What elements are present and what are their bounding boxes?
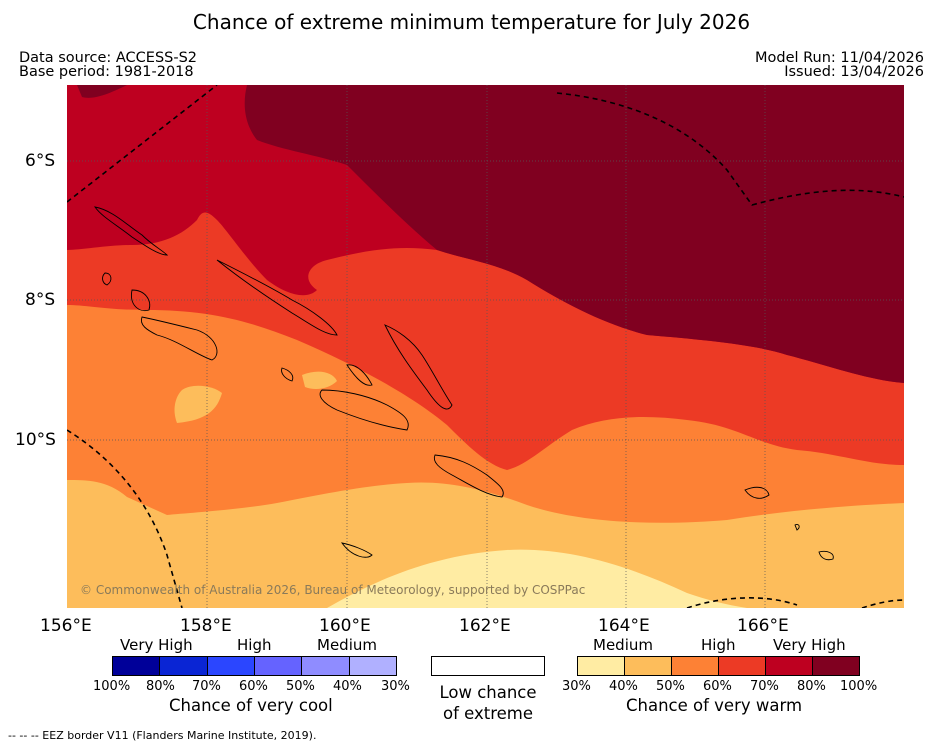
swatch-warm-3 [671, 657, 718, 675]
legend-cool-tick: 100% [93, 679, 131, 694]
legend-warm-category: High [701, 636, 736, 654]
legend-warm-tick: 80% [797, 679, 826, 694]
lon-label: 162°E [459, 616, 511, 636]
model-run: Model Run: 11/04/2026 [754, 50, 924, 66]
legend-neutral-caption-2: of extreme [442, 704, 534, 723]
zone-30-40 [327, 549, 747, 608]
swatch-cool-3 [206, 657, 254, 675]
legend-cool-caption: Chance of very cool [169, 696, 333, 715]
lon-label: 166°E [737, 616, 789, 636]
swatch-cool-6 [348, 657, 396, 675]
legend-cool-colorbar [112, 656, 397, 676]
swatch-warm-4 [718, 657, 765, 675]
issued-date: Issued: 13/04/2026 [784, 64, 924, 80]
data-source: Data source: ACCESS-S2 [19, 50, 198, 66]
zone-small-blob [77, 85, 127, 98]
swatch-cool-4 [253, 657, 302, 675]
zone-medium-patch [174, 385, 222, 423]
lon-label: 160°E [319, 616, 371, 636]
copyright-text: © Commonwealth of Australia 2026, Bureau… [80, 583, 585, 597]
lon-label: 158°E [180, 616, 232, 636]
eez-borders [67, 85, 904, 608]
legend-warm-tick: 60% [703, 679, 732, 694]
legend-cool-category: Medium [317, 636, 377, 654]
lat-label: 10°S [15, 430, 56, 450]
legend-warm-caption: Chance of very warm [626, 696, 803, 715]
swatch-warm-2 [624, 657, 671, 675]
swatch-cool-2 [159, 657, 207, 675]
legend-neutral-swatch [431, 656, 545, 676]
swatch-warm-6 [812, 657, 859, 675]
legend-warm-category: Very High [773, 636, 846, 654]
legend-cool-category: Very High [120, 636, 193, 654]
legend-cool-tick: 40% [333, 679, 362, 694]
legend-cool-category: High [237, 636, 272, 654]
swatch-cool-5 [301, 657, 349, 675]
map-panel[interactable]: © Commonwealth of Australia 2026, Bureau… [67, 85, 904, 608]
graticule [67, 85, 904, 608]
swatch-cool-1 [113, 657, 160, 675]
legend-neutral-caption-1: Low chance [439, 683, 537, 702]
lat-label: 8°S [25, 290, 56, 310]
legend-warm-tick: 100% [840, 679, 878, 694]
legend-cool-tick: 80% [146, 679, 175, 694]
forecast-map: © Commonwealth of Australia 2026, Bureau… [67, 85, 904, 608]
swatch-warm-5 [765, 657, 812, 675]
legend-warm-tick: 30% [562, 679, 591, 694]
footer-note: -- -- -- EEZ border V11 (Flanders Marine… [8, 729, 317, 742]
legend-warm-tick: 50% [656, 679, 685, 694]
lon-label: 156°E [40, 616, 92, 636]
map-title: Chance of extreme minimum temperature fo… [192, 10, 751, 34]
lon-label: 164°E [598, 616, 650, 636]
base-period: Base period: 1981-2018 [19, 64, 194, 80]
legend-cool-tick: 60% [239, 679, 268, 694]
legend-cool-tick: 50% [286, 679, 315, 694]
legend-warm-tick: 40% [609, 679, 638, 694]
legend-cool-tick: 70% [192, 679, 221, 694]
swatch-warm-1 [578, 657, 624, 675]
zone-80-100 [244, 85, 904, 383]
coastlines [94, 206, 834, 561]
legend-cool-tick: 30% [381, 679, 410, 694]
legend-warm-category: Medium [593, 636, 653, 654]
lat-label: 6°S [25, 151, 56, 171]
zone-medium-patch-2 [302, 371, 337, 389]
legend-warm-tick: 70% [750, 679, 779, 694]
legend-warm-colorbar [577, 656, 860, 676]
